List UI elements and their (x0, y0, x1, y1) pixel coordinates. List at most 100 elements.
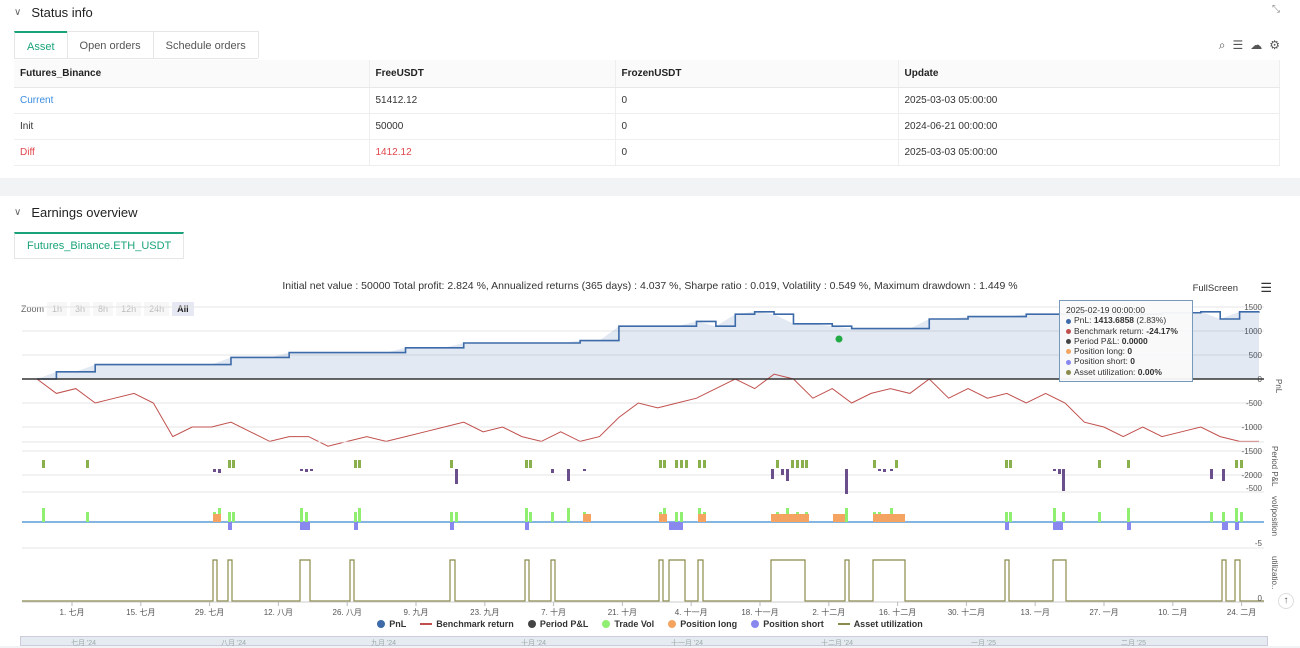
cell: 2024-06-21 00:00:00 (898, 113, 1280, 140)
zoom-1h-button[interactable]: 1h (47, 302, 68, 316)
table-header-row: Futures_Binance FreeUSDT FrozenUSDT Upda… (14, 60, 1280, 88)
zoom-3h-button[interactable]: 3h (70, 302, 91, 316)
legend-swatch-icon (527, 620, 536, 628)
position-long-bar (873, 514, 905, 522)
chart-tooltip: 2025-02-19 00:00:00 PnL: 1413.6858 (2.83… (1059, 300, 1193, 383)
expand-icon[interactable]: ⤡ (1272, 4, 1280, 15)
period-pnl-bar (567, 469, 570, 481)
position-short-bar (1053, 522, 1063, 530)
legend-item[interactable]: Period P&L (527, 619, 588, 629)
status-header[interactable]: ∨ Status info (14, 5, 93, 20)
legend-item[interactable]: Asset utilization (837, 619, 923, 629)
legend-item[interactable]: PnL (377, 619, 406, 629)
period-pnl-bar (801, 460, 804, 468)
table-row: Init 50000 0 2024-06-21 00:00:00 (14, 113, 1280, 140)
x-tick-label: 21. 十月 (608, 607, 637, 617)
cell: 50000 (369, 113, 616, 140)
summary-text: Initial net value : 50000 Total profit: … (282, 280, 1018, 292)
zoom-all-button[interactable]: All (172, 302, 194, 316)
earnings-panel: ∨ Earnings overview Futures_Binance.ETH_… (0, 196, 1300, 647)
earnings-header[interactable]: ∨ Earnings overview (14, 205, 138, 220)
col-header[interactable]: Update (898, 60, 1280, 88)
chevron-down-icon[interactable]: ∨ (14, 7, 22, 18)
status-tabs: Asset Open orders Schedule orders (14, 31, 259, 59)
period-pnl-bar (551, 469, 554, 473)
x-tick-label: 16. 十二月 (879, 607, 916, 617)
tooltip-line: Benchmark return: -24.17% (1066, 326, 1186, 336)
navigator-label: 九月 '24 (371, 640, 397, 647)
chevron-down-icon[interactable]: ∨ (14, 207, 22, 218)
status-panel: ∨ Status info ⤡ Asset Open orders Schedu… (0, 0, 1300, 178)
x-tick-label: 26. 八月 (333, 608, 362, 617)
gear-icon[interactable]: ⚙ (1269, 38, 1280, 52)
y-tick-label: 0 (1258, 594, 1263, 603)
search-icon[interactable]: ⌕ (1218, 38, 1226, 52)
position-short-bar (1127, 522, 1131, 530)
trade-vol-bar (529, 512, 532, 522)
tab-open-orders[interactable]: Open orders (66, 31, 154, 58)
zoom-label: Zoom (21, 304, 45, 314)
period-pnl-bar (698, 460, 701, 468)
x-tick-label: 24. 二月 (1227, 608, 1256, 617)
cell: 0 (615, 87, 899, 114)
legend-dot-icon (1066, 339, 1071, 345)
axis-title: vol/position (1270, 496, 1279, 536)
x-tick-label: 30. 十二月 (948, 607, 985, 617)
zoom-8h-button[interactable]: 8h (93, 302, 114, 316)
navigator-label: 十月 '24 (521, 640, 547, 647)
trade-vol-bar (1127, 508, 1130, 522)
col-header[interactable]: Futures_Binance (14, 60, 370, 88)
period-pnl-bar (1127, 460, 1130, 468)
columns-icon[interactable]: ☰ (1232, 38, 1244, 52)
menu-icon[interactable]: ☰ (1260, 280, 1272, 295)
y-tick-label: -2000 (1242, 471, 1263, 480)
col-header[interactable]: FrozenUSDT (615, 60, 899, 88)
legend-item[interactable]: Benchmark return (420, 619, 514, 629)
position-short-bar (228, 522, 232, 530)
period-pnl-bar (890, 469, 893, 471)
fullscreen-button[interactable]: FullScreen (1192, 283, 1238, 294)
x-tick-label: 12. 八月 (264, 608, 293, 617)
earnings-chart[interactable]: 1500 1000 500 0 -500 -1000 -1500 -2000 PnL -500 Pe… (0, 196, 1300, 646)
legend-item[interactable]: Trade Vol (602, 619, 654, 629)
x-tick-label: 4. 十一月 (675, 607, 708, 617)
period-pnl-bar (358, 460, 361, 468)
trade-vol-bar (1240, 512, 1243, 522)
axis-title: utilizatio.. (1270, 556, 1279, 589)
period-pnl-bar (771, 469, 774, 479)
cell: 1412.12 (369, 139, 616, 166)
period-pnl-bar (786, 469, 789, 481)
zoom-24h-button[interactable]: 24h (144, 302, 170, 316)
legend-item[interactable]: Position long (668, 619, 737, 629)
y-tick-label: 1500 (1244, 303, 1262, 312)
cloud-download-icon[interactable]: ☁ (1250, 38, 1263, 52)
period-pnl-bar (659, 460, 662, 468)
trade-vol-bar (42, 508, 45, 522)
period-pnl-bar (703, 460, 706, 468)
x-tick-label: 9. 九月 (404, 608, 429, 617)
tooltip-line: Asset utilization: 0.00% (1066, 367, 1186, 377)
x-tick-label: 7. 十月 (541, 607, 566, 617)
period-pnl-bar (310, 469, 313, 471)
trade-vol-bar (1053, 508, 1056, 522)
position-long-bar (833, 514, 845, 522)
period-pnl-bar (796, 460, 799, 468)
period-pnl-bar (1235, 460, 1238, 468)
legend-item[interactable]: Position short (751, 619, 824, 629)
navigator[interactable]: 七月 '24 八月 '24 九月 '24 十月 '24 十一月 '24 十二月 '24 一月… (20, 636, 1268, 647)
period-pnl-bar (873, 460, 876, 468)
tab-schedule-orders[interactable]: Schedule orders (152, 31, 259, 58)
scroll-top-button[interactable]: ↑ (1278, 593, 1294, 609)
col-header[interactable]: FreeUSDT (369, 60, 616, 88)
tab-eth-usdt[interactable]: Futures_Binance.ETH_USDT (14, 232, 185, 259)
tab-asset[interactable]: Asset (14, 31, 68, 58)
legend-swatch-icon (668, 620, 677, 628)
period-pnl-bar (675, 460, 678, 468)
x-tick-label: 1. 七月 (60, 608, 85, 617)
trade-vol-bar (680, 512, 683, 522)
period-pnl-bar (685, 460, 688, 468)
trade-vol-bar (305, 512, 308, 522)
navigator-label: 一月 '25 (971, 640, 997, 647)
zoom-12h-button[interactable]: 12h (116, 302, 142, 316)
navigator-label: 七月 '24 (71, 640, 97, 647)
